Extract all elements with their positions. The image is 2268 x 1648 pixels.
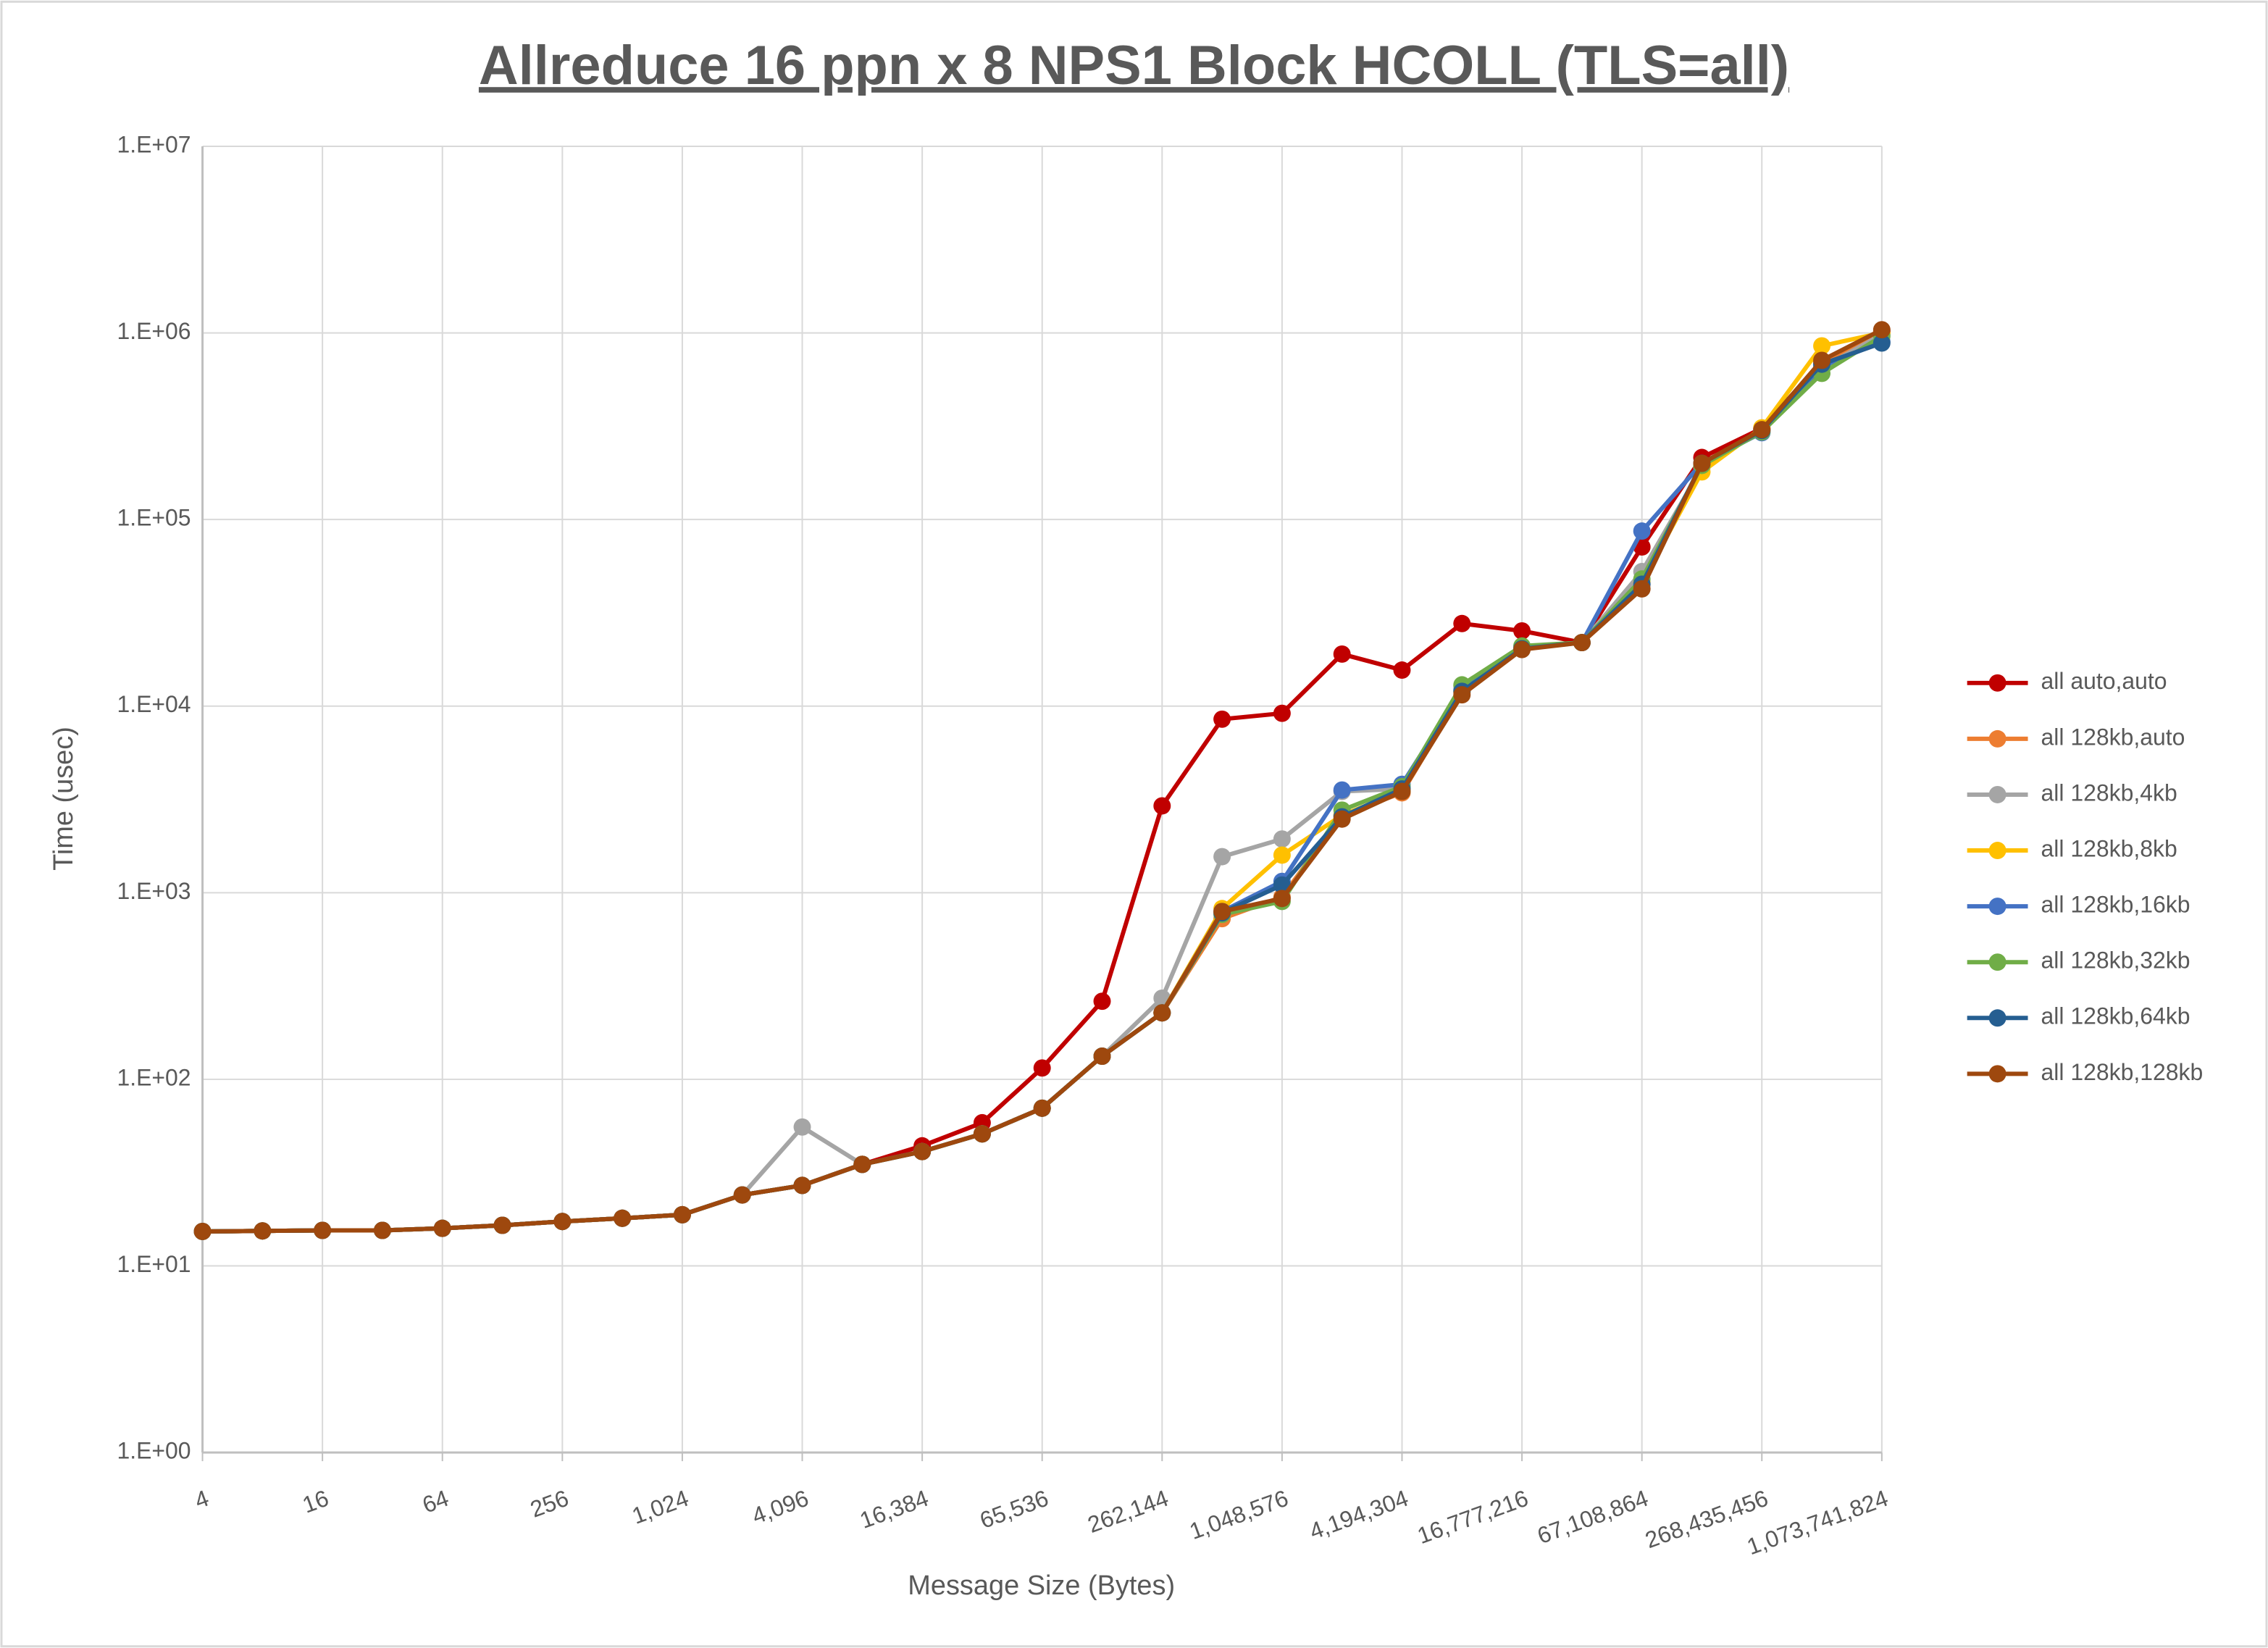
y-tick-label: 1.E+04 [117, 691, 191, 717]
legend-label: all 128kb,64kb [2041, 1003, 2190, 1029]
legend-marker [1988, 898, 2007, 916]
data-point [1273, 830, 1291, 848]
legend-marker [1988, 729, 2007, 748]
data-point [493, 1216, 511, 1234]
legend-marker [1988, 1065, 2007, 1083]
data-point [193, 1222, 212, 1240]
data-point [1453, 614, 1471, 632]
legend-label: all 128kb,4kb [2041, 779, 2177, 806]
legend-label: all 128kb,32kb [2041, 948, 2190, 974]
y-axis-title: Time (usec) [49, 727, 79, 871]
data-point [1213, 710, 1231, 728]
data-point [433, 1219, 451, 1237]
legend-marker [1988, 674, 2007, 692]
data-point [793, 1176, 811, 1195]
data-point [314, 1221, 332, 1239]
y-tick-label: 1.E+00 [117, 1438, 191, 1464]
data-point [1333, 810, 1351, 828]
legend-label: all 128kb,8kb [2041, 835, 2177, 861]
data-point [1813, 337, 1831, 355]
data-point [373, 1221, 391, 1239]
data-point [1753, 421, 1771, 439]
data-point [614, 1209, 632, 1227]
data-point [1633, 580, 1651, 598]
data-point [1153, 1004, 1171, 1022]
data-point [1513, 640, 1531, 658]
data-point [1153, 797, 1171, 815]
data-point [1273, 704, 1291, 722]
legend-marker [1988, 785, 2007, 803]
data-point [1393, 782, 1411, 800]
data-point [1213, 903, 1231, 921]
data-point [1333, 781, 1351, 799]
data-point [1093, 992, 1111, 1011]
data-point [1693, 454, 1711, 472]
data-point [793, 1118, 811, 1136]
data-point [1273, 890, 1291, 908]
data-point [254, 1222, 272, 1240]
data-point [1813, 351, 1831, 369]
data-point [673, 1205, 691, 1224]
y-tick-label: 1.E+07 [117, 131, 191, 157]
data-point [913, 1142, 932, 1160]
data-point [733, 1186, 751, 1204]
data-point [853, 1155, 871, 1174]
x-axis-title: Message Size (Bytes) [908, 1570, 1175, 1601]
data-point [1393, 661, 1411, 679]
data-point [1033, 1059, 1051, 1077]
legend-marker [1988, 953, 2007, 971]
data-point [1872, 334, 1891, 352]
legend-marker [1988, 1009, 2007, 1027]
y-tick-label: 1.E+01 [117, 1251, 191, 1277]
data-point [1093, 1047, 1111, 1066]
chart-title: Allreduce 16 ppn x 8 NPS1 Block HCOLL (T… [479, 35, 1789, 96]
data-point [1333, 645, 1351, 663]
y-tick-label: 1.E+06 [117, 318, 191, 344]
legend-label: all 128kb,128kb [2041, 1059, 2204, 1085]
series [193, 321, 1891, 1240]
legend-label: all 128kb,auto [2041, 724, 2185, 750]
data-point [1872, 321, 1891, 339]
data-point [1513, 622, 1531, 640]
data-point [1213, 848, 1231, 866]
y-tick-label: 1.E+02 [117, 1064, 191, 1090]
data-point [1633, 522, 1651, 540]
data-point [1273, 846, 1291, 864]
data-point [1573, 634, 1591, 652]
y-tick-label: 1.E+03 [117, 878, 191, 904]
data-point [973, 1125, 991, 1143]
data-point [1453, 686, 1471, 704]
legend-label: all 128kb,16kb [2041, 892, 2190, 918]
legend-marker [1988, 842, 2007, 860]
legend-label: all auto,auto [2041, 668, 2167, 694]
y-tick-label: 1.E+05 [117, 505, 191, 531]
data-point [553, 1213, 572, 1231]
data-point [1033, 1099, 1051, 1117]
